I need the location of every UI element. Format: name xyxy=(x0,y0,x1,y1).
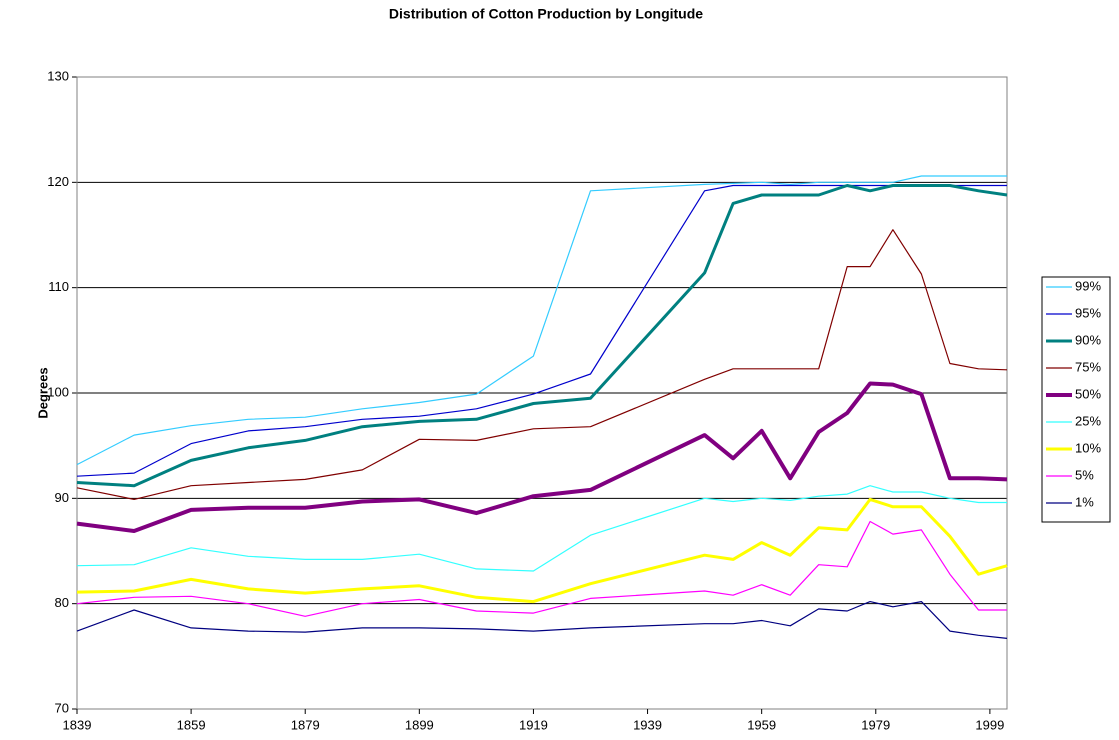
x-tick-label: 1939 xyxy=(633,717,662,732)
y-tick-label: 130 xyxy=(47,68,69,83)
legend-label: 25% xyxy=(1075,413,1101,428)
plot-frame xyxy=(76,76,1008,710)
series-line xyxy=(76,520,1007,617)
x-tick-label: 1959 xyxy=(747,717,776,732)
y-tick-label: 110 xyxy=(48,279,69,294)
legend-label: 95% xyxy=(1075,305,1101,320)
x-tick-label: 1839 xyxy=(63,717,92,732)
series-line xyxy=(76,485,1007,572)
series-line xyxy=(76,600,1008,639)
x-tick-label: 1999 xyxy=(975,717,1004,732)
y-axis-label: Degrees xyxy=(35,367,50,418)
legend-label: 99% xyxy=(1075,278,1101,293)
legend-label: 1% xyxy=(1075,494,1094,509)
x-tick-label: 1879 xyxy=(291,717,320,732)
series-line xyxy=(76,175,1007,466)
series-line xyxy=(76,381,1008,533)
legend-label: 10% xyxy=(1075,440,1101,455)
series-line xyxy=(76,497,1008,604)
y-tick-label: 70 xyxy=(55,700,69,715)
x-tick-label: 1899 xyxy=(405,717,434,732)
legend-label: 90% xyxy=(1075,332,1101,347)
chart-title: Distribution of Cotton Production by Lon… xyxy=(389,6,703,22)
legend-label: 5% xyxy=(1075,467,1094,482)
y-tick-label: 120 xyxy=(47,174,69,189)
legend-box xyxy=(1041,276,1111,523)
legend-label: 50% xyxy=(1075,386,1101,401)
legend-label: 75% xyxy=(1075,359,1101,374)
series-line xyxy=(76,184,1008,488)
x-tick-label: 1979 xyxy=(861,717,890,732)
y-tick-label: 100 xyxy=(47,384,69,399)
y-tick-label: 90 xyxy=(55,490,69,505)
x-tick-label: 1859 xyxy=(177,717,206,732)
y-tick-label: 80 xyxy=(55,595,69,610)
series-line xyxy=(76,229,1008,500)
x-tick-label: 1919 xyxy=(519,717,548,732)
